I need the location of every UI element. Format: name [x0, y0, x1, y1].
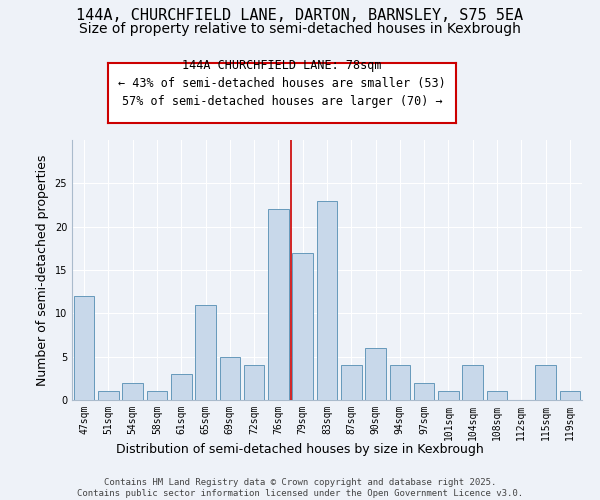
Bar	[317, 200, 337, 400]
Bar	[487, 392, 508, 400]
Bar	[292, 252, 313, 400]
Y-axis label: Number of semi-detached properties: Number of semi-detached properties	[36, 154, 49, 386]
Bar	[74, 296, 94, 400]
Text: Size of property relative to semi-detached houses in Kexbrough: Size of property relative to semi-detach…	[79, 22, 521, 36]
Text: 144A CHURCHFIELD LANE: 78sqm
← 43% of semi-detached houses are smaller (53)
57% : 144A CHURCHFIELD LANE: 78sqm ← 43% of se…	[118, 59, 446, 108]
Bar	[220, 356, 240, 400]
Text: Distribution of semi-detached houses by size in Kexbrough: Distribution of semi-detached houses by …	[116, 442, 484, 456]
Bar	[341, 366, 362, 400]
Bar	[414, 382, 434, 400]
Bar	[463, 366, 483, 400]
Bar	[268, 210, 289, 400]
Text: 144A, CHURCHFIELD LANE, DARTON, BARNSLEY, S75 5EA: 144A, CHURCHFIELD LANE, DARTON, BARNSLEY…	[76, 8, 524, 22]
Bar	[146, 392, 167, 400]
Bar	[535, 366, 556, 400]
Bar	[195, 304, 216, 400]
Bar	[365, 348, 386, 400]
Bar	[171, 374, 191, 400]
Bar	[560, 392, 580, 400]
Bar	[389, 366, 410, 400]
Text: Contains HM Land Registry data © Crown copyright and database right 2025.
Contai: Contains HM Land Registry data © Crown c…	[77, 478, 523, 498]
Bar	[98, 392, 119, 400]
Bar	[438, 392, 459, 400]
Bar	[122, 382, 143, 400]
Bar	[244, 366, 265, 400]
